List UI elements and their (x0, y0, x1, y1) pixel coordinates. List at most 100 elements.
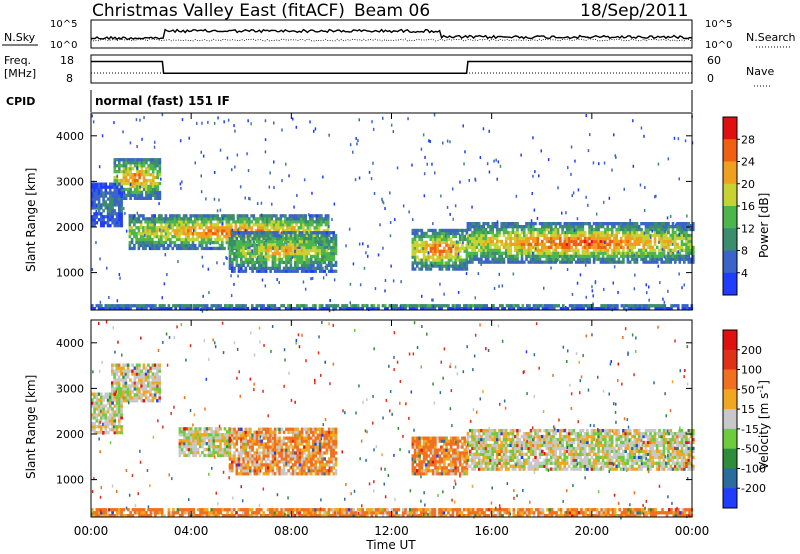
power-cell (223, 246, 226, 251)
power-cell (298, 240, 302, 244)
power-cell (224, 307, 227, 311)
power-cell (171, 226, 174, 230)
velocity-cell (183, 427, 186, 431)
velocity-cell (109, 401, 112, 405)
velocity-cell (262, 427, 266, 431)
power-cell (326, 229, 330, 233)
power-cell (445, 249, 448, 253)
power-cell (651, 248, 654, 252)
power-cell (662, 248, 666, 252)
velocity-cell (149, 381, 152, 385)
power-point (532, 136, 534, 140)
power-point (467, 242, 470, 246)
power-cell (138, 190, 141, 195)
power-cell (171, 246, 174, 251)
power-cell (145, 304, 148, 308)
power-cell (285, 266, 288, 270)
power-cell (260, 243, 263, 247)
power-cell (507, 260, 510, 264)
power-cell (678, 248, 682, 252)
power-cell (322, 217, 325, 221)
power-cell (318, 269, 322, 273)
power-cell (501, 307, 504, 311)
power-point (98, 165, 101, 169)
power-cell (615, 260, 618, 264)
velocity-cell (210, 442, 213, 446)
power-point (223, 120, 225, 124)
velocity-cell (131, 381, 134, 385)
power-cell (565, 242, 569, 246)
power-cell (649, 227, 652, 232)
power-cell (577, 233, 580, 238)
velocity-cell (117, 366, 121, 370)
power-cell (475, 239, 479, 244)
velocity-cell (106, 422, 110, 426)
power-cell (471, 254, 474, 258)
power-point (399, 305, 402, 309)
velocity-cell (255, 469, 259, 473)
power-cell (622, 307, 626, 311)
power-point (225, 256, 227, 259)
power-cell (649, 260, 652, 264)
velocity-cell (106, 407, 110, 411)
power-cell (290, 214, 294, 218)
velocity-cell (100, 407, 103, 411)
power-cell (214, 246, 217, 251)
velocity-cell (124, 387, 128, 391)
velocity-cell (178, 450, 182, 455)
power-cell (330, 237, 333, 241)
velocity-cell (102, 404, 105, 408)
power-cell (570, 236, 573, 241)
velocity-cell (120, 428, 123, 432)
power-cell (325, 231, 329, 235)
velocity-cell (219, 444, 222, 449)
power-cell (113, 209, 117, 213)
power-cell (676, 236, 679, 241)
power-cell (606, 230, 609, 235)
power-cell (452, 261, 455, 265)
power-cell (552, 222, 555, 226)
power-cell (187, 304, 191, 308)
power-cell (586, 257, 589, 261)
power-cell (215, 307, 218, 311)
power-cell (440, 237, 444, 241)
power-point (230, 294, 233, 298)
power-cell (200, 240, 204, 245)
power-cell (610, 227, 614, 232)
velocity-cell (221, 439, 225, 443)
power-cell (543, 236, 546, 241)
power-cell (334, 251, 338, 256)
power-cell (323, 248, 326, 253)
power-cell (181, 304, 184, 308)
power-cell (471, 245, 474, 249)
power-cell (434, 231, 437, 236)
velocity-cell (111, 395, 114, 399)
power-cell (491, 222, 494, 226)
power-cell (563, 254, 567, 258)
power-cell (115, 304, 119, 308)
power-cell (260, 260, 263, 265)
power-cell (628, 236, 632, 241)
velocity-cell (242, 433, 245, 437)
power-cell (543, 245, 546, 249)
power-cell (285, 254, 288, 259)
power-cell (225, 214, 229, 218)
power-cell (574, 245, 578, 249)
power-cell (617, 245, 621, 249)
power-cell (160, 217, 163, 221)
power-cell (149, 181, 153, 186)
velocity-cell (115, 363, 119, 367)
power-cell (314, 304, 317, 308)
power-point (604, 241, 606, 244)
power-cell (303, 263, 306, 267)
power-cell (411, 255, 415, 259)
power-cell (175, 237, 179, 242)
power-cell (486, 222, 490, 226)
velocity-cell (198, 427, 202, 431)
power-point (276, 278, 278, 281)
power-cell (137, 240, 141, 245)
power-point (538, 174, 540, 178)
power-cell (131, 190, 135, 195)
power-cell (495, 239, 499, 244)
power-cell (303, 251, 306, 256)
